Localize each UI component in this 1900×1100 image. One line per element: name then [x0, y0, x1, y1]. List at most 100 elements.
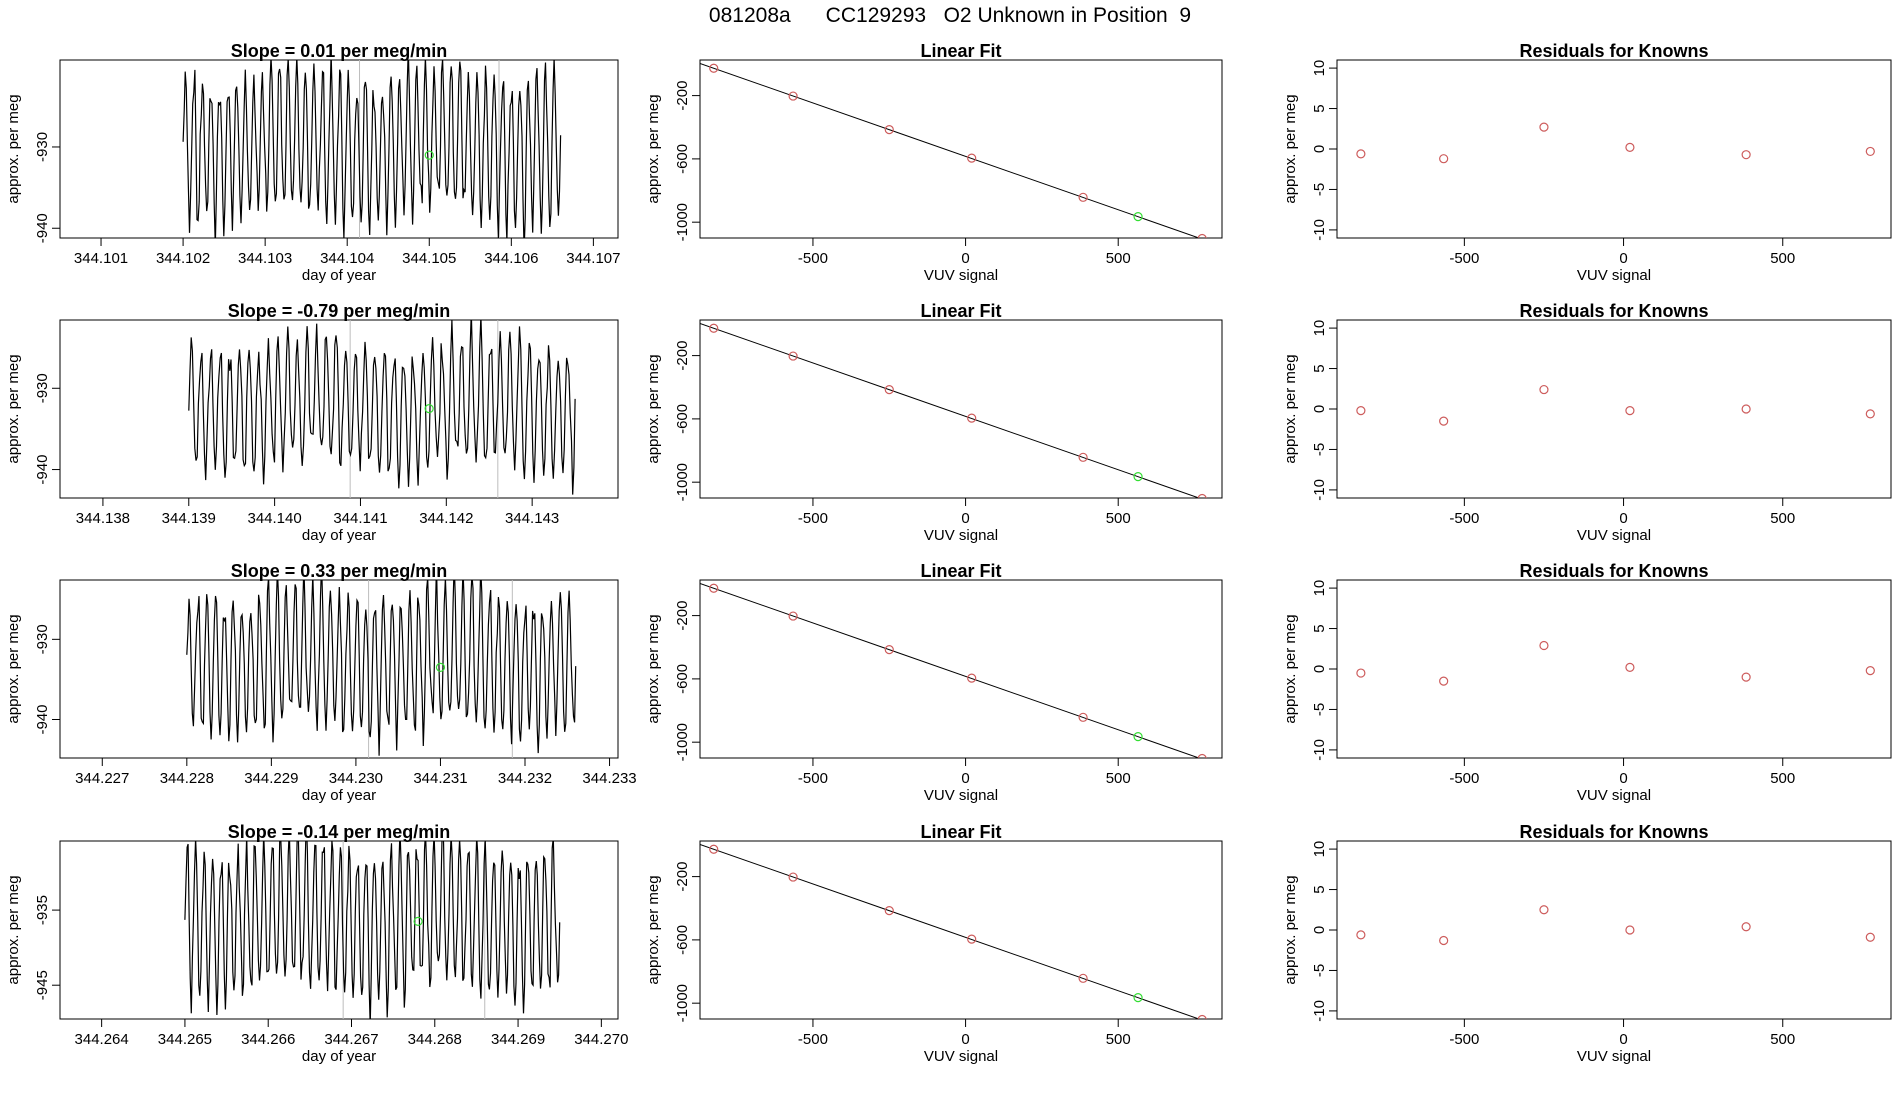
- y-tick-label: 0: [1311, 926, 1328, 934]
- y-axis-label: approx. per meg: [1282, 875, 1299, 984]
- known-point: [967, 673, 977, 683]
- y-axis-label: approx. per meg: [645, 94, 662, 203]
- chart-panel-linear-fit-2: Linear Fit -500 0 500 -200 -600 -1000 VUV signa…: [645, 301, 1223, 544]
- chart-panel-linear-fit-1: Linear Fit -500 0 500 -200 -600 -1000 VUV signa…: [645, 41, 1223, 284]
- plot-title: Slope = 0.01 per meg/min: [231, 41, 448, 61]
- plot-title: Residuals for Knowns: [1519, 561, 1708, 581]
- y-tick-label: -935: [34, 895, 51, 925]
- y-axis-label: approx. per meg: [5, 94, 22, 203]
- known-point: [1078, 973, 1088, 983]
- x-axis-label: VUV signal: [1577, 1048, 1651, 1065]
- y-tick-label: 10: [1311, 320, 1328, 337]
- x-tick-label: 344.269: [491, 1031, 545, 1048]
- plot-title: Slope = -0.79 per meg/min: [228, 301, 451, 321]
- known-point: [1078, 452, 1088, 462]
- known-point: [1625, 406, 1635, 416]
- y-tick-label: 0: [1311, 405, 1328, 413]
- unknown-point: [1133, 993, 1143, 1003]
- plot-area: [700, 322, 1207, 498]
- x-tick-label: 344.266: [241, 1031, 295, 1048]
- plot-frame: [1336, 59, 1892, 239]
- x-axis-label: VUV signal: [924, 1048, 998, 1065]
- x-tick-label: 344.107: [566, 250, 620, 267]
- known-point: [967, 934, 977, 944]
- x-tick-label: 344.101: [74, 250, 128, 267]
- unknown-point-marker: [413, 916, 423, 926]
- unknown-point: [1133, 472, 1143, 482]
- x-tick-label: 344.104: [320, 250, 374, 267]
- x-tick-label: -500: [798, 1031, 828, 1048]
- plot-area: [700, 843, 1207, 1019]
- y-tick-label: 5: [1311, 885, 1328, 893]
- plot-area: [1356, 122, 1875, 164]
- chart-panel-residuals-3: Residuals for Knowns -500 0 500 10 5 0 -5 -10 VUV…: [1282, 561, 1892, 804]
- x-tick-label: 500: [1770, 250, 1795, 267]
- x-tick-label: 344.142: [419, 510, 473, 527]
- plot-title: Linear Fit: [920, 41, 1001, 61]
- x-tick-label: 344.141: [333, 510, 387, 527]
- y-tick-label: -200: [674, 81, 691, 111]
- x-axis-label: VUV signal: [1577, 787, 1651, 804]
- y-tick-label: -930: [34, 624, 51, 654]
- x-tick-label: 344.268: [408, 1031, 462, 1048]
- y-tick-label: -200: [674, 601, 691, 631]
- known-point: [709, 323, 719, 333]
- plot-title: Residuals for Knowns: [1519, 41, 1708, 61]
- x-tick-label: 344.232: [498, 770, 552, 787]
- y-tick-label: -10: [1311, 479, 1328, 501]
- y-tick-label: 5: [1311, 104, 1328, 112]
- plot-frame: [1336, 319, 1892, 499]
- known-point: [884, 906, 894, 916]
- unknown-point: [1133, 212, 1143, 222]
- x-axis-label: day of year: [302, 787, 376, 804]
- x-axis-label: day of year: [302, 267, 376, 284]
- plot-frame: [699, 579, 1223, 759]
- regression-line: [700, 62, 1201, 238]
- known-point: [967, 413, 977, 423]
- x-tick-label: 344.228: [160, 770, 214, 787]
- known-point: [1356, 406, 1366, 416]
- y-tick-label: -930: [34, 373, 51, 403]
- chart-panel-residuals-1: Residuals for Knowns -500 0 500 10 5 0 -5 -10 VUV…: [1282, 41, 1892, 284]
- x-tick-label: 500: [1770, 770, 1795, 787]
- plot-title: Residuals for Knowns: [1519, 822, 1708, 842]
- y-tick-label: -600: [674, 404, 691, 434]
- x-tick-label: 344.143: [505, 510, 559, 527]
- known-point: [709, 583, 719, 593]
- x-axis-label: VUV signal: [1577, 267, 1651, 284]
- signal-trace-line: [184, 841, 561, 1019]
- y-tick-label: 10: [1311, 60, 1328, 77]
- plot-title: Slope = -0.14 per meg/min: [228, 822, 451, 842]
- x-tick-label: 344.264: [75, 1031, 129, 1048]
- plot-area: [700, 62, 1207, 238]
- known-point: [1078, 192, 1088, 202]
- known-point: [1625, 925, 1635, 935]
- known-point: [788, 872, 798, 882]
- known-point: [1539, 384, 1549, 395]
- plot-frame: [699, 319, 1223, 499]
- x-tick-label: 500: [1106, 1031, 1131, 1048]
- x-tick-label: -500: [798, 510, 828, 527]
- signal-trace-line: [186, 580, 577, 756]
- known-point: [1356, 668, 1366, 678]
- y-tick-label: -200: [674, 341, 691, 371]
- x-axis-label: day of year: [302, 527, 376, 544]
- x-axis-label: VUV signal: [924, 267, 998, 284]
- y-axis-label: approx. per meg: [1282, 94, 1299, 203]
- x-tick-label: 500: [1770, 510, 1795, 527]
- x-axis-label: VUV signal: [924, 787, 998, 804]
- y-tick-label: -600: [674, 664, 691, 694]
- x-tick-label: -500: [798, 250, 828, 267]
- chart-panel-residuals-4: Residuals for Knowns -500 0 500 10 5 0 -5 -10 VUV…: [1282, 822, 1892, 1065]
- x-tick-label: 0: [1619, 1031, 1627, 1048]
- x-axis-label: day of year: [302, 1048, 376, 1065]
- x-tick-label: 500: [1106, 250, 1131, 267]
- known-point: [1356, 149, 1366, 159]
- known-point: [1625, 662, 1635, 672]
- plot-area: [700, 582, 1207, 758]
- x-tick-label: 344.140: [247, 510, 301, 527]
- x-tick-label: 344.231: [413, 770, 467, 787]
- plot-area: [182, 60, 562, 238]
- known-point: [1197, 1014, 1207, 1019]
